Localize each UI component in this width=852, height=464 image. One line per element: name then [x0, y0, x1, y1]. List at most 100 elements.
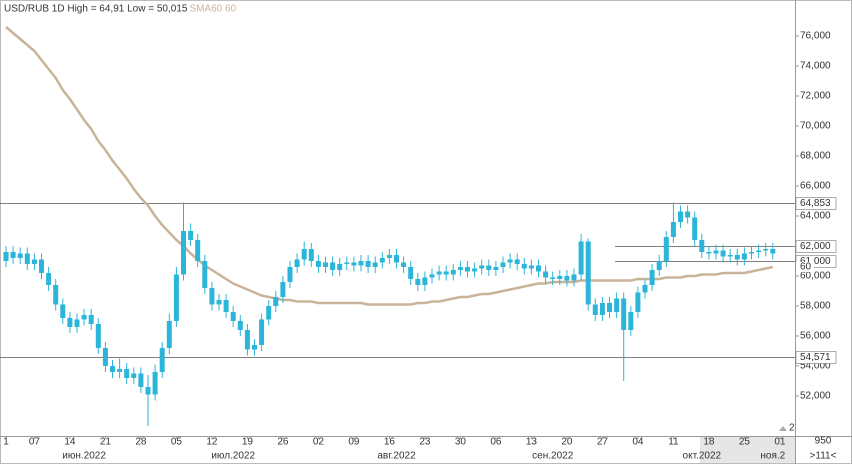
candle-body — [301, 248, 307, 260]
candle-body — [53, 284, 59, 305]
candle-body — [564, 275, 570, 281]
candle-body — [734, 254, 740, 260]
candle-body — [401, 262, 407, 267]
candle-body — [493, 266, 499, 270]
x-tick-label: 18 — [703, 437, 715, 448]
candle-body — [3, 251, 9, 261]
candle-body — [117, 368, 123, 372]
bar-count: >111< — [810, 451, 837, 462]
y-tick-label: 58,000 — [800, 301, 831, 312]
candle-body — [713, 250, 719, 254]
candle-body — [706, 251, 712, 254]
y-tick-label: 66,000 — [800, 181, 831, 192]
x-month-label: июн.2022 — [62, 451, 106, 462]
level-label-box — [795, 351, 837, 364]
candle-body — [720, 250, 726, 257]
candle-body — [578, 241, 584, 275]
candle-body — [308, 248, 314, 261]
candle-body — [415, 278, 421, 285]
candle-body — [266, 305, 272, 320]
candle-body — [344, 262, 350, 264]
x-tick-label: 14 — [64, 437, 76, 448]
candle-body — [351, 262, 357, 266]
candle-body — [536, 265, 541, 272]
x-tick-label: 27 — [597, 437, 609, 448]
x-tick-label: 05 — [171, 437, 183, 448]
candle-body — [323, 262, 328, 267]
level-label-box — [795, 197, 837, 210]
candle-body — [95, 323, 101, 348]
candle-body — [88, 314, 94, 324]
x-tick-label: 25 — [739, 437, 751, 448]
candle-body — [17, 253, 23, 258]
candle-body — [386, 254, 392, 258]
x-tick-label: 11 — [668, 437, 679, 448]
x-tick-label: 19 — [242, 437, 254, 448]
scale-value: 950 — [815, 436, 832, 447]
candle-body — [621, 298, 627, 330]
candle-body — [337, 263, 343, 270]
candle-body — [429, 274, 435, 278]
candle-body — [436, 271, 442, 275]
level-label: 61,000 — [800, 256, 831, 267]
candle-body — [635, 292, 641, 312]
candle-body — [102, 347, 108, 366]
x-tick-label: 02 — [313, 437, 325, 448]
candle-body — [315, 260, 321, 267]
candle-body — [394, 254, 399, 263]
candle-body — [649, 269, 655, 285]
candle-body — [592, 304, 598, 315]
candle-body — [770, 248, 776, 254]
candle-body — [159, 347, 165, 372]
y-tick-label: 74,000 — [800, 61, 831, 72]
candle-body — [479, 265, 485, 269]
indicator-label: SMA60 60 — [189, 4, 236, 15]
candle-body — [656, 260, 662, 270]
candle-body — [408, 266, 414, 279]
candle-body — [678, 211, 683, 222]
x-month-label: окт.2022 — [683, 451, 722, 462]
x-month-label: авг.2022 — [377, 451, 416, 462]
candle-body — [365, 260, 371, 267]
x-tick-label: 30 — [455, 437, 467, 448]
candle-body — [628, 311, 634, 330]
x-tick-label: 01 — [774, 437, 786, 448]
candle-body — [202, 260, 208, 288]
candle-body — [699, 239, 705, 252]
candle-body — [188, 230, 194, 240]
candle-body — [465, 266, 470, 272]
candle-body — [663, 236, 669, 261]
level-label: 64,853 — [800, 198, 831, 209]
x-tick-label: 21 — [100, 437, 112, 448]
candle-body — [500, 262, 506, 267]
y-tick-label: 60,000 — [800, 271, 831, 282]
y-tick-label: 54,000 — [800, 361, 831, 372]
level-label: 54,571 — [800, 352, 831, 363]
candle-body — [138, 373, 144, 387]
candle-body — [152, 371, 158, 395]
x-tick-label: 04 — [632, 437, 644, 448]
chart-title: USD/RUB 1D High = 64,91 Low = 50,015 — [4, 4, 188, 15]
candle-body — [607, 302, 612, 312]
candle-body — [741, 253, 747, 260]
candle-body — [422, 277, 428, 285]
candle-body — [124, 368, 130, 378]
candle-body — [67, 317, 73, 327]
candle-body — [557, 275, 563, 279]
y-tick-label: 56,000 — [800, 331, 831, 342]
candle-body — [181, 230, 186, 275]
x-month-label: ноя.2 — [760, 451, 785, 462]
x-tick-label: 1 — [3, 437, 9, 448]
x-month-label: сен.2022 — [532, 451, 574, 462]
candle-body — [81, 314, 87, 320]
y-tick-label: 68,000 — [800, 151, 831, 162]
candle-body — [685, 211, 691, 218]
candle-body — [287, 266, 293, 282]
candle-body — [46, 272, 52, 285]
x-tick-label: 07 — [29, 437, 41, 448]
candle-body — [507, 259, 513, 263]
x-tick-label: 13 — [526, 437, 538, 448]
candle-body — [230, 311, 236, 321]
